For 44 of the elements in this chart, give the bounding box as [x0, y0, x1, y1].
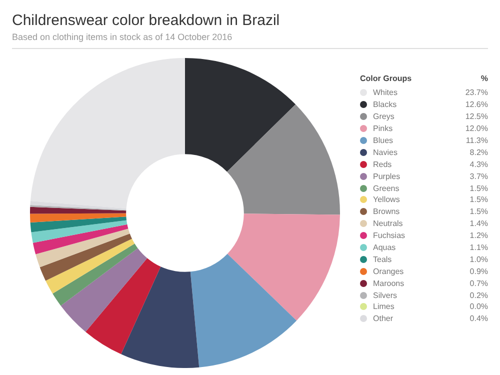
legend-label: Oranges: [373, 266, 405, 276]
legend-label: Blues: [373, 136, 394, 145]
legend-label: Greens: [373, 184, 400, 193]
legend-label: Aquas: [373, 243, 397, 252]
data-label: 0.7%: [470, 278, 488, 288]
data-label: 12.0%: [465, 124, 488, 134]
legend-label: Other: [373, 314, 394, 324]
data-label: 0.2%: [470, 290, 488, 300]
data-label: 1.4%: [470, 219, 488, 228]
text: 0.0%: [470, 302, 488, 312]
chart-subtitle: Based on clothing items in stock as of 14 October 2016: [12, 32, 232, 42]
legend-label: Blacks: [373, 100, 398, 110]
legend-label: Limes: [373, 302, 396, 312]
legend-label: Pinks: [373, 124, 394, 134]
legend-label: Reds: [373, 160, 393, 169]
data-label: 1.5%: [470, 207, 488, 216]
data-label: 1.5%: [470, 195, 488, 204]
legend-label: Maroons: [373, 278, 406, 288]
data-label: 1.0%: [470, 254, 488, 264]
data-label: 0.9%: [470, 266, 488, 276]
legend-label: Teals: [373, 254, 393, 264]
data-label: 0.4%: [470, 314, 488, 324]
legend-title: Color Groups: [360, 74, 412, 83]
chart-title: Childrenswear color breakdown in Brazil: [12, 12, 280, 29]
data-label: 12.6%: [465, 100, 488, 110]
data-label: 11.3%: [466, 136, 488, 145]
data-label: 8.2%: [470, 148, 488, 157]
data-label: 4.3%: [470, 160, 488, 169]
data-label: 12.5%: [465, 112, 488, 122]
legend-label: Whites: [373, 88, 398, 98]
legend-label: Neutrals: [373, 219, 404, 228]
data-label: 1.2%: [470, 231, 488, 240]
legend-label: Greys: [373, 112, 396, 122]
legend-label: Fuchsias: [373, 231, 406, 240]
text: %: [480, 74, 488, 83]
legend-label: Navies: [373, 148, 398, 157]
legend-label: Yellows: [373, 195, 401, 204]
data-label: 1.5%: [470, 184, 488, 193]
data-label: 3.7%: [470, 172, 488, 181]
legend-label: Silvers: [373, 290, 398, 300]
legend-label: Purples: [373, 172, 402, 181]
data-label: 1.1%: [470, 243, 488, 252]
data-label: 23.7%: [465, 88, 488, 98]
legend-label: Browns: [373, 207, 401, 216]
